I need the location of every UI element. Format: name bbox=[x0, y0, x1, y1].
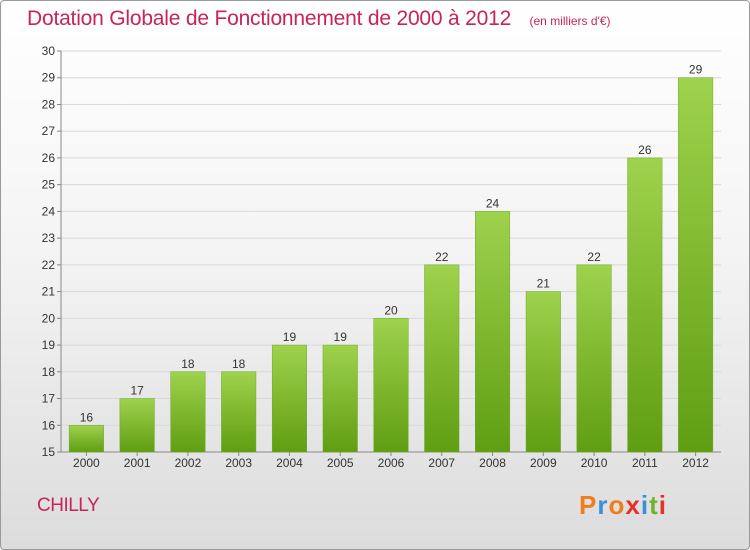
bars bbox=[68, 77, 714, 453]
bar-2005 bbox=[322, 344, 358, 453]
logo-letter: x bbox=[625, 490, 641, 520]
bar-2001 bbox=[119, 398, 155, 453]
data-label-2005: 19 bbox=[334, 330, 348, 344]
x-tick-label-2011: 2011 bbox=[632, 456, 658, 470]
data-label-2003: 18 bbox=[232, 357, 246, 371]
logo-letter: P bbox=[579, 490, 598, 520]
y-tick-label-28: 28 bbox=[42, 97, 56, 111]
proxiti-logo: Proxiti bbox=[579, 490, 667, 521]
data-label-2002: 18 bbox=[181, 357, 195, 371]
bar-2011 bbox=[627, 157, 663, 453]
y-tick-label-17: 17 bbox=[42, 392, 56, 406]
bar-2007 bbox=[424, 264, 460, 453]
x-tick-label-2012: 2012 bbox=[682, 456, 709, 470]
x-tick-label-2010: 2010 bbox=[581, 456, 608, 470]
data-label-2012: 29 bbox=[689, 63, 703, 77]
logo-letter: r bbox=[597, 490, 609, 520]
y-tick-label-27: 27 bbox=[42, 124, 56, 138]
bar-2000 bbox=[68, 425, 104, 453]
bar-2009 bbox=[525, 291, 561, 453]
y-tick-label-15: 15 bbox=[42, 445, 56, 459]
data-label-2000: 16 bbox=[80, 410, 94, 424]
labels: 15 16 17 18 19 20 21 22 23 24 25 26 27 28 29 30 16 2000 17… bbox=[42, 44, 710, 470]
bar-2012 bbox=[678, 77, 714, 453]
x-tick-label-2002: 2002 bbox=[175, 456, 202, 470]
data-label-2006: 20 bbox=[384, 303, 398, 317]
bar-2010 bbox=[576, 264, 612, 453]
y-tick-label-26: 26 bbox=[42, 151, 56, 165]
bar-2003 bbox=[221, 371, 257, 453]
x-tick-label-2008: 2008 bbox=[479, 456, 506, 470]
chart-title: Dotation Globale de Fonctionnement de 20… bbox=[27, 7, 512, 30]
data-label-2004: 19 bbox=[283, 330, 297, 344]
data-label-2011: 26 bbox=[638, 143, 652, 157]
bar-2008 bbox=[475, 211, 511, 453]
y-tick-label-24: 24 bbox=[42, 204, 56, 218]
y-tick-label-29: 29 bbox=[42, 71, 56, 85]
y-tick-label-25: 25 bbox=[42, 178, 56, 192]
y-tick-label-30: 30 bbox=[42, 44, 56, 58]
bar-2004 bbox=[271, 344, 307, 453]
title-row: Dotation Globale de Fonctionnement de 20… bbox=[27, 7, 611, 31]
y-tick-label-21: 21 bbox=[42, 285, 56, 299]
data-label-2010: 22 bbox=[587, 250, 601, 264]
x-tick-label-2009: 2009 bbox=[530, 456, 557, 470]
logo-letter: t bbox=[649, 490, 659, 520]
x-tick-label-2004: 2004 bbox=[276, 456, 303, 470]
bar-2002 bbox=[170, 371, 206, 453]
commune-name: CHILLY bbox=[37, 495, 100, 516]
data-label-2001: 17 bbox=[130, 384, 144, 398]
y-tick-label-19: 19 bbox=[42, 338, 56, 352]
x-tick-label-2001: 2001 bbox=[124, 456, 151, 470]
y-tick-label-16: 16 bbox=[42, 418, 56, 432]
logo-letter: i bbox=[640, 490, 650, 520]
x-tick-label-2006: 2006 bbox=[378, 456, 405, 470]
x-tick-label-2005: 2005 bbox=[327, 456, 354, 470]
data-label-2009: 21 bbox=[537, 277, 551, 291]
y-tick-label-20: 20 bbox=[42, 311, 56, 325]
y-tick-label-23: 23 bbox=[42, 231, 56, 245]
y-tick-label-18: 18 bbox=[42, 365, 56, 379]
logo-letter: i bbox=[658, 490, 667, 520]
x-tick-label-2003: 2003 bbox=[225, 456, 252, 470]
chart-subtitle: (en milliers d'€) bbox=[529, 14, 611, 28]
x-tick-label-2007: 2007 bbox=[428, 456, 455, 470]
y-tick-label-22: 22 bbox=[42, 258, 56, 272]
data-label-2008: 24 bbox=[486, 196, 500, 210]
x-tick-label-2000: 2000 bbox=[73, 456, 100, 470]
bar-2006 bbox=[373, 318, 409, 453]
data-label-2007: 22 bbox=[435, 250, 449, 264]
logo-letter: o bbox=[608, 490, 626, 520]
